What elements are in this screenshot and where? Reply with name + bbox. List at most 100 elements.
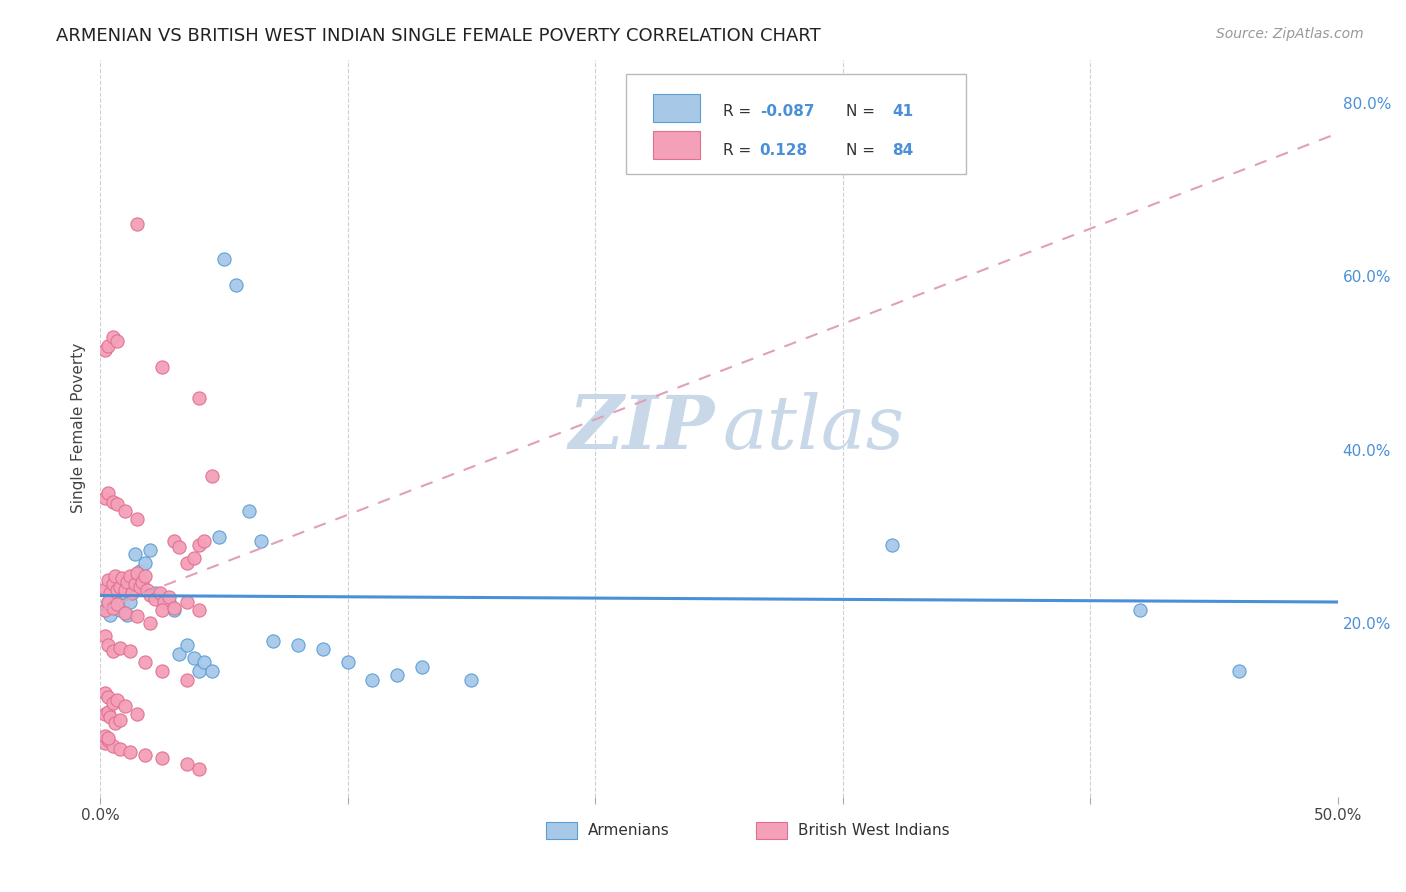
Point	[117, 574, 139, 589]
Point	[193, 533, 215, 548]
Point	[134, 747, 156, 762]
Point	[101, 739, 124, 754]
Point	[94, 707, 117, 722]
Text: ZIP: ZIP	[569, 392, 716, 465]
Point	[101, 495, 124, 509]
Point	[336, 655, 359, 669]
Point	[107, 600, 129, 615]
Point	[238, 503, 260, 517]
Point	[163, 603, 186, 617]
Point	[94, 491, 117, 505]
Text: Armenians: Armenians	[588, 823, 669, 838]
Point	[138, 616, 160, 631]
Point	[108, 580, 131, 594]
Point	[101, 600, 124, 615]
Text: R =: R =	[723, 143, 755, 158]
Point	[111, 571, 134, 585]
Point	[169, 540, 191, 554]
Point	[118, 594, 141, 608]
Point	[127, 609, 149, 624]
Point	[96, 573, 118, 587]
Point	[94, 729, 117, 743]
Point	[96, 705, 118, 719]
Point	[150, 591, 173, 605]
Point	[127, 218, 149, 232]
Point	[200, 468, 222, 483]
Text: -0.087: -0.087	[759, 103, 814, 119]
Point	[94, 582, 117, 596]
Point	[107, 597, 129, 611]
Point	[94, 343, 117, 357]
Text: Source: ZipAtlas.com: Source: ZipAtlas.com	[1216, 27, 1364, 41]
Point	[143, 586, 166, 600]
Point	[96, 731, 118, 745]
Text: R =: R =	[723, 103, 755, 119]
Point	[212, 252, 235, 266]
Point	[134, 556, 156, 570]
Point	[114, 606, 136, 620]
Point	[150, 603, 173, 617]
Point	[128, 564, 150, 578]
Point	[118, 644, 141, 658]
Point	[134, 655, 156, 669]
Point	[460, 673, 482, 687]
Point	[104, 591, 127, 605]
Point	[188, 603, 211, 617]
Point	[882, 538, 904, 552]
Point	[94, 685, 117, 699]
Point	[138, 542, 160, 557]
Point	[94, 736, 117, 750]
Point	[163, 600, 186, 615]
Point	[150, 360, 173, 375]
Point	[124, 547, 146, 561]
Point	[188, 538, 211, 552]
Point	[385, 668, 408, 682]
Point	[118, 745, 141, 759]
Point	[188, 664, 211, 678]
Point	[98, 607, 121, 622]
Point	[107, 583, 129, 598]
Point	[312, 642, 335, 657]
Point	[183, 651, 205, 665]
Point	[108, 640, 131, 655]
Point	[188, 762, 211, 776]
Point	[108, 714, 131, 728]
Point	[131, 574, 153, 589]
Point	[101, 330, 124, 344]
Point	[200, 664, 222, 678]
Point	[127, 566, 149, 580]
Point	[114, 583, 136, 598]
Text: N =: N =	[846, 103, 880, 119]
Point	[114, 586, 136, 600]
Point	[188, 391, 211, 405]
Point	[138, 589, 160, 603]
Point	[96, 594, 118, 608]
Point	[127, 512, 149, 526]
Text: N =: N =	[846, 143, 880, 158]
Point	[250, 533, 273, 548]
Point	[101, 644, 124, 658]
Point	[114, 698, 136, 713]
Point	[96, 594, 118, 608]
Point	[108, 742, 131, 756]
FancyBboxPatch shape	[626, 74, 966, 174]
Point	[136, 583, 159, 598]
Point	[183, 551, 205, 566]
Point	[104, 568, 127, 582]
Point	[176, 638, 198, 652]
Point	[287, 638, 309, 652]
Point	[153, 594, 176, 608]
Point	[411, 659, 433, 673]
Point	[114, 503, 136, 517]
Point	[104, 716, 127, 731]
Y-axis label: Single Female Poverty: Single Female Poverty	[72, 343, 86, 513]
Point	[163, 533, 186, 548]
Point	[124, 577, 146, 591]
Text: atlas: atlas	[723, 392, 904, 465]
Point	[96, 339, 118, 353]
Point	[134, 568, 156, 582]
Point	[94, 629, 117, 643]
FancyBboxPatch shape	[654, 95, 700, 122]
Text: 41: 41	[893, 103, 914, 119]
Point	[96, 638, 118, 652]
